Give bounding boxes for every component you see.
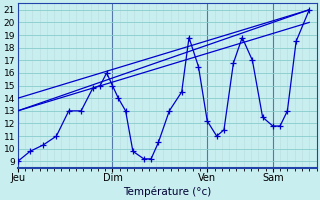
X-axis label: Température (°c): Température (°c) bbox=[123, 186, 211, 197]
